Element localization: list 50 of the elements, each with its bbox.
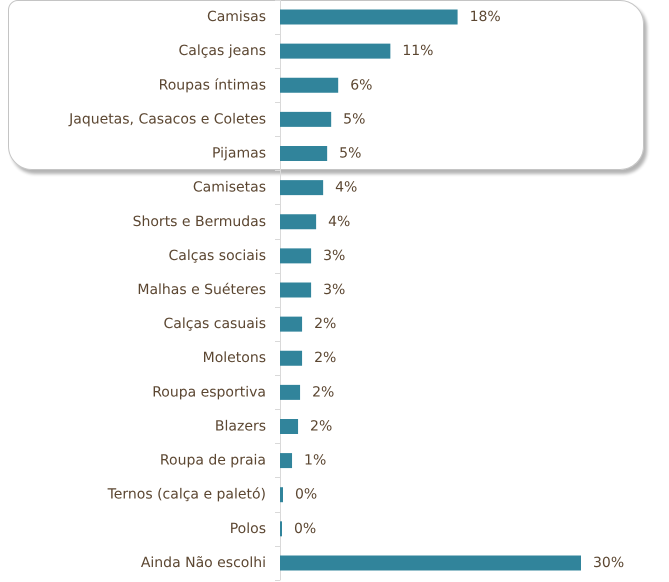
data-label: 3% <box>323 282 346 298</box>
data-label: 30% <box>593 554 624 571</box>
bar <box>280 214 316 230</box>
bar <box>280 112 332 127</box>
bar <box>280 487 284 502</box>
y-tick-label: Pijamas <box>212 146 266 162</box>
y-tick-label: Calças jeans <box>178 43 266 60</box>
data-label: 2% <box>314 350 336 366</box>
data-label: 2% <box>310 418 332 434</box>
bar <box>280 282 312 298</box>
y-tick-label: Jaquetas, Casacos e Coletes <box>68 111 266 128</box>
y-tick-label: Ainda Não escolhi <box>140 554 266 571</box>
bar <box>280 146 328 162</box>
data-label: 2% <box>314 316 336 332</box>
data-label: 2% <box>312 384 334 400</box>
data-label: 6% <box>350 77 372 94</box>
y-tick-label: Shorts e Bermudas <box>132 214 266 230</box>
data-label: 11% <box>402 43 434 60</box>
data-label: 3% <box>323 248 346 264</box>
bar <box>280 44 390 59</box>
y-tick-label: Blazers <box>214 418 266 434</box>
bar <box>280 453 292 468</box>
y-tick-label: Moletons <box>202 350 266 366</box>
data-label: 5% <box>343 111 366 128</box>
data-label: 18% <box>470 9 501 26</box>
y-tick-label: Camisas <box>206 9 266 26</box>
bar <box>280 384 300 400</box>
bar <box>280 180 324 196</box>
y-tick-label: Malhas e Suéteres <box>137 282 266 298</box>
data-label: 4% <box>328 214 350 230</box>
y-tick-label: Ternos (calça e paletó) <box>106 486 266 503</box>
y-tick-label: Calças casuais <box>164 316 266 332</box>
y-tick-label: Roupas íntimas <box>158 77 266 94</box>
y-tick-label: Calças sociais <box>168 248 266 264</box>
bar <box>280 10 458 25</box>
y-tick-label: Roupa esportiva <box>152 384 266 400</box>
bar <box>280 418 298 434</box>
bar <box>280 316 302 332</box>
data-label: 0% <box>294 520 316 537</box>
bar <box>280 350 302 366</box>
data-label: 5% <box>339 146 362 162</box>
y-tick-label: Roupa de praia <box>160 452 266 469</box>
bar <box>280 555 581 570</box>
y-tick-label: Polos <box>230 520 266 537</box>
data-label: 1% <box>304 452 326 469</box>
data-label: 4% <box>335 180 358 196</box>
y-tick-label: Camisetas <box>192 180 266 196</box>
bar <box>280 248 312 264</box>
bar <box>280 78 338 93</box>
data-label: 0% <box>295 486 318 503</box>
